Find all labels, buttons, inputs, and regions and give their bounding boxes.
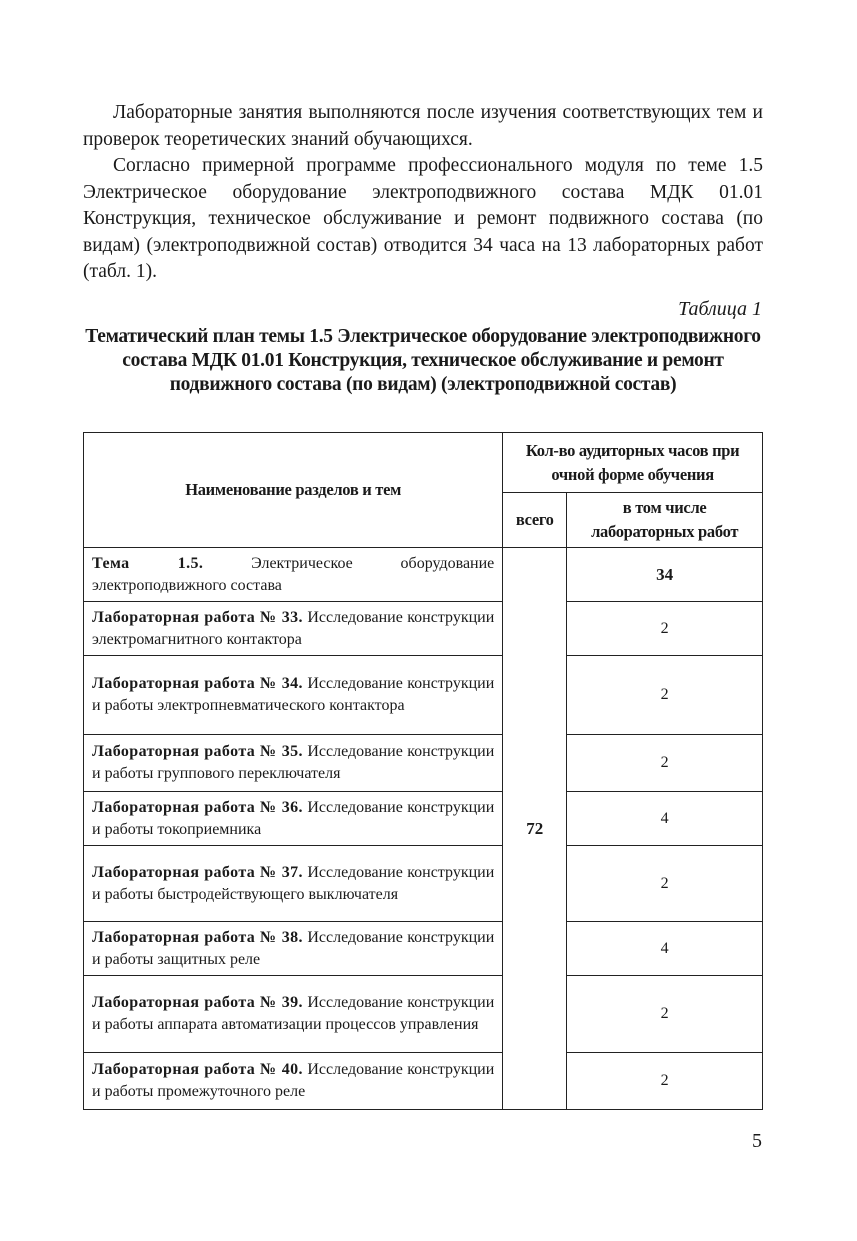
row-text: Исследование конструкции и работы электр… bbox=[92, 675, 495, 714]
row-name: Лабораторная работа № 33. Исследование к… bbox=[82, 601, 504, 656]
lab-hours: 2 bbox=[566, 734, 763, 792]
row-text: Исследование конструкции и работы аппара… bbox=[92, 994, 495, 1033]
paragraph: Согласно примерной программе профессиона… bbox=[83, 155, 763, 282]
table-label: Таблица 1 bbox=[678, 298, 762, 320]
row-name: Лабораторная работа № 39. Исследование к… bbox=[82, 975, 504, 1053]
row-name: Лабораторная работа № 40. Исследование к… bbox=[82, 1052, 504, 1110]
row-title: Тема 1.5. bbox=[92, 554, 204, 572]
row-name: Лабораторная работа № 38. Исследование к… bbox=[82, 921, 504, 976]
table-row: Лабораторная работа № 39. Исследование к… bbox=[82, 975, 763, 1053]
table-row: Лабораторная работа № 38. Исследование к… bbox=[82, 921, 763, 976]
row-name: Тема 1.5. Электрическое оборудование эле… bbox=[82, 547, 504, 602]
row-text: Электрическое оборудование электроподвиж… bbox=[92, 554, 495, 594]
header-name: Наименование разделов и тем bbox=[82, 432, 504, 548]
total-hours: 72 bbox=[502, 547, 568, 1110]
thematic-plan-table: Наименование разделов и тем Кол-во аудит… bbox=[82, 432, 763, 1110]
table-row: Лабораторная работа № 34. Исследование к… bbox=[82, 655, 763, 735]
row-title: Лабораторная работа № 39. bbox=[92, 994, 303, 1011]
lab-hours: 2 bbox=[566, 975, 763, 1053]
row-title: Лабораторная работа № 33. bbox=[92, 608, 303, 626]
lab-hours: 2 bbox=[566, 601, 763, 656]
row-text: Исследование конструкции и работы токопр… bbox=[92, 798, 495, 838]
header-total: всего bbox=[502, 492, 568, 548]
lab-hours: 34 bbox=[566, 547, 763, 602]
lab-hours: 2 bbox=[566, 845, 763, 922]
row-text: Исследование конструкции и работы быстро… bbox=[92, 863, 495, 903]
lab-hours: 2 bbox=[566, 655, 763, 735]
row-title: Лабораторная работа № 40. bbox=[92, 1061, 303, 1078]
row-title: Лабораторная работа № 38. bbox=[92, 928, 303, 946]
page-number: 5 bbox=[752, 1130, 762, 1152]
table-row: Лабораторная работа № 40. Исследование к… bbox=[82, 1052, 763, 1110]
table-row: Лабораторная работа № 33. Исследование к… bbox=[82, 601, 763, 656]
row-title: Лабораторная работа № 35. bbox=[92, 743, 303, 760]
table-row: Лабораторная работа № 36. Исследование к… bbox=[82, 791, 763, 846]
row-title: Лабораторная работа № 36. bbox=[92, 798, 303, 816]
table-row: Лабораторная работа № 37. Исследование к… bbox=[82, 845, 763, 922]
row-text: Исследование конструкции и работы защитн… bbox=[92, 928, 495, 968]
header-lab: в том числе лабораторных работ bbox=[566, 492, 763, 548]
lab-hours: 4 bbox=[566, 791, 763, 846]
row-name: Лабораторная работа № 35. Исследование к… bbox=[82, 734, 504, 792]
row-text: Исследование конструкции электромагнитно… bbox=[92, 608, 495, 648]
lab-hours: 2 bbox=[566, 1052, 763, 1110]
header-hours: Кол-во аудиторных часов при очной форме … bbox=[502, 432, 763, 493]
paragraph: Лабораторные занятия выполняются после и… bbox=[83, 102, 763, 150]
lab-hours: 4 bbox=[566, 921, 763, 976]
table-row: Тема 1.5. Электрическое оборудование эле… bbox=[82, 547, 763, 1110]
row-name: Лабораторная работа № 34. Исследование к… bbox=[82, 655, 504, 735]
table-title: Тематический план темы 1.5 Электрическое… bbox=[85, 326, 761, 395]
table-row: Лабораторная работа № 35. Исследование к… bbox=[82, 734, 763, 792]
row-text: Исследование конструкции и работы группо… bbox=[92, 743, 495, 782]
row-name: Лабораторная работа № 36. Исследование к… bbox=[82, 791, 504, 846]
row-text: Исследование конструкции и работы промеж… bbox=[92, 1061, 495, 1100]
row-name: Лабораторная работа № 37. Исследование к… bbox=[82, 845, 504, 922]
row-title: Лабораторная работа № 34. bbox=[92, 675, 303, 692]
row-title: Лабораторная работа № 37. bbox=[92, 863, 303, 881]
